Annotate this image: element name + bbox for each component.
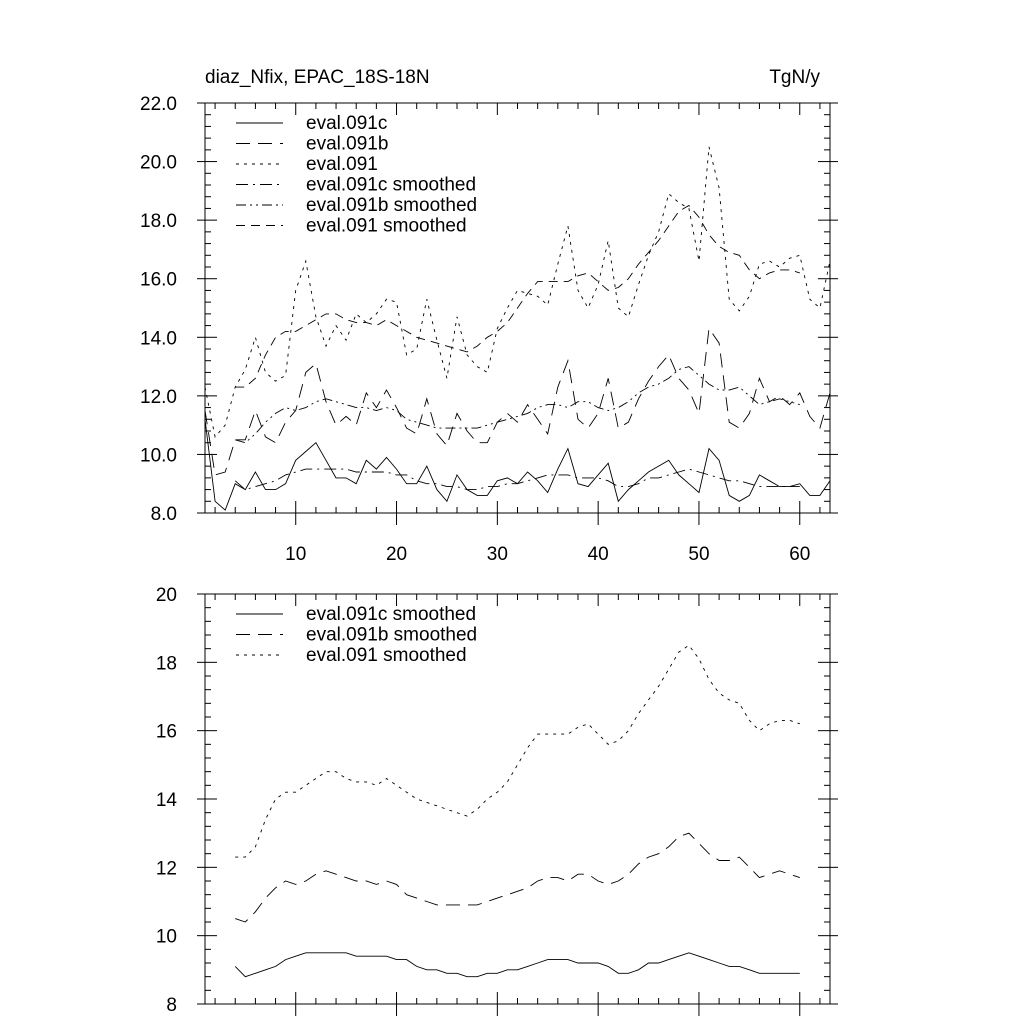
y-tick-label: 20: [156, 585, 177, 606]
legend-label: eval.091 smoothed: [306, 216, 467, 237]
y-tick-label: 18: [156, 653, 177, 674]
y-tick-label: 10.0: [140, 445, 177, 466]
top-axes: 8.0 10.0 12.0 14.0 16.0 18.0 20.0 22.0 10 20 30 40 5…: [140, 94, 838, 565]
top-panel: diaz_Nfix, EPAC_18S-18N TgN/y 8.0 10.0 12.…: [140, 67, 838, 565]
y-tick-label: 16: [156, 722, 177, 743]
x-tick-label: 50: [688, 544, 709, 565]
bottom-series-group: [234, 644, 800, 978]
top-series-eval-091-smoothed: [235, 204, 800, 388]
y-tick-label: 8.0: [151, 504, 177, 525]
top-title-right: TgN/y: [769, 67, 820, 88]
legend-label: eval.091b smoothed: [306, 625, 477, 646]
x-tick-label: 40: [588, 544, 609, 565]
legend-label: eval.091 smoothed: [306, 645, 467, 666]
top-series-eval-091c-smoothed: [234, 468, 800, 491]
bottom-plot-frame: [204, 593, 831, 1005]
bottom-series-eval-091b-smoothed: [235, 832, 800, 923]
top-series-eval-091b: [204, 327, 831, 476]
x-tick-label: 60: [789, 544, 810, 565]
bottom-series-eval-091c-smoothed: [234, 952, 800, 978]
top-title-left: diaz_Nfix, EPAC_18S-18N: [205, 67, 430, 88]
legend-label: eval.091c smoothed: [306, 604, 476, 625]
y-tick-label: 14.0: [140, 328, 177, 349]
top-series-eval-091: [204, 146, 831, 438]
y-tick-label: 18.0: [140, 211, 177, 232]
legend-label: eval.091c smoothed: [306, 175, 476, 196]
y-tick-label: 20.0: [140, 153, 177, 174]
top-series-group: [204, 146, 831, 511]
legend-label: eval.091b: [306, 134, 388, 155]
legend-label: eval.091c: [306, 113, 387, 134]
top-series-eval-091c: [204, 419, 831, 511]
legend-label: eval.091b smoothed: [306, 195, 477, 216]
y-tick-label: 14: [156, 790, 178, 811]
y-tick-label: 12: [156, 858, 177, 879]
bottom-series-eval-091-smoothed: [235, 644, 800, 858]
x-tick-label: 30: [487, 544, 508, 565]
legend-label: eval.091: [306, 154, 378, 175]
x-tick-label: 20: [386, 544, 407, 565]
y-tick-label: 8: [166, 995, 177, 1016]
y-tick-label: 12.0: [140, 387, 177, 408]
y-tick-label: 16.0: [140, 270, 177, 291]
y-tick-label: 22.0: [140, 94, 177, 115]
bottom-axes: 8 10 12 14 16 18 20: [156, 585, 838, 1016]
y-tick-label: 10: [156, 927, 177, 948]
top-series-eval-091b-smoothed: [235, 366, 800, 444]
x-tick-label: 10: [285, 544, 306, 565]
